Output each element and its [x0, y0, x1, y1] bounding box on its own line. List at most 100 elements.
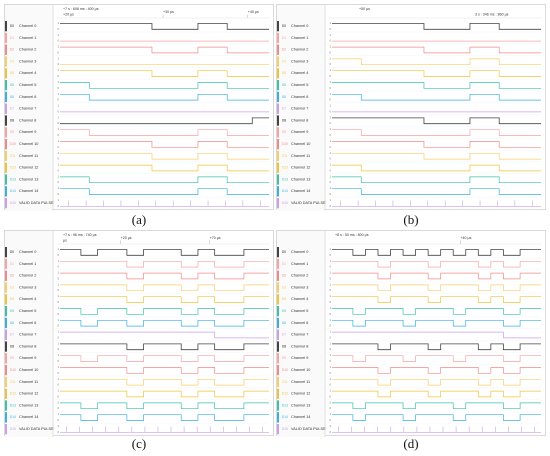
channel-label[interactable]: Channel 4: [19, 297, 36, 301]
channel-label[interactable]: Channel 5: [291, 309, 308, 313]
channel-color-bar: [5, 91, 7, 103]
channel-label[interactable]: VALID DATA PULSE: [19, 427, 54, 431]
channel-label[interactable]: Channel 12: [291, 166, 310, 170]
channel-label[interactable]: Channel 1: [291, 262, 308, 266]
svg-text:0: 0: [330, 265, 332, 269]
channel-label[interactable]: Channel 5: [291, 83, 308, 87]
channel-label[interactable]: Channel 2: [19, 48, 36, 52]
channel-waveform: [332, 23, 541, 30]
channel-label[interactable]: Channel 2: [19, 274, 36, 278]
svg-text:1: 1: [330, 186, 332, 190]
channel-label[interactable]: Channel 13: [291, 403, 310, 407]
channel-color-bar: [5, 103, 7, 114]
channel-label[interactable]: Channel 0: [291, 24, 308, 28]
channel-label[interactable]: Channel 9: [19, 356, 36, 360]
channel-id: D7: [10, 107, 14, 111]
channel-sidebar: [277, 5, 325, 211]
channel-label[interactable]: Channel 3: [19, 59, 36, 63]
svg-text:0: 0: [58, 192, 60, 196]
channel-label[interactable]: Channel 5: [19, 309, 36, 313]
channel-waveform: [332, 164, 541, 172]
channel-label[interactable]: Channel 7: [19, 333, 36, 337]
channel-label[interactable]: Channel 5: [19, 83, 36, 87]
channel-label[interactable]: VALID DATA PULSE: [291, 201, 326, 205]
timeline-header-label: +7 s : 608 ms : 400 μs: [63, 7, 99, 11]
channel-label[interactable]: Channel 9: [19, 130, 36, 134]
channel-label[interactable]: Channel 13: [19, 177, 38, 181]
channel-label[interactable]: Channel 10: [19, 142, 38, 146]
channel-label[interactable]: Channel 9: [291, 356, 308, 360]
channel-label[interactable]: Channel 0: [291, 250, 308, 254]
channel-label[interactable]: Channel 0: [19, 24, 36, 28]
channel-id: D11: [282, 154, 288, 158]
svg-text:0: 0: [330, 109, 332, 113]
channel-color-bar: [277, 127, 279, 138]
channel-label[interactable]: Channel 10: [19, 368, 38, 372]
channel-label[interactable]: Channel 7: [19, 107, 36, 111]
svg-text:0: 0: [58, 347, 60, 351]
channel-label[interactable]: Channel 2: [291, 274, 308, 278]
channel-label[interactable]: Channel 14: [291, 189, 310, 193]
channel-label[interactable]: Channel 3: [19, 285, 36, 289]
channel-label[interactable]: Channel 11: [291, 154, 310, 158]
channel-label[interactable]: Channel 1: [19, 36, 36, 40]
channel-label[interactable]: Channel 14: [19, 415, 38, 419]
channel-label[interactable]: Channel 9: [291, 130, 308, 134]
channel-label[interactable]: Channel 3: [291, 285, 308, 289]
channel-id: D15: [282, 201, 288, 205]
channel-label[interactable]: Channel 8: [291, 118, 308, 122]
channel-label[interactable]: Channel 6: [291, 321, 308, 325]
channel-label[interactable]: Channel 14: [19, 189, 38, 193]
channel-id: D6: [10, 95, 14, 99]
channel-waveform: [332, 117, 541, 125]
channel-color-bar: [5, 282, 7, 293]
channel-waveform: [332, 249, 541, 256]
channel-label[interactable]: Channel 6: [291, 95, 308, 99]
channel-label[interactable]: Channel 6: [19, 321, 36, 325]
channel-waveform: [60, 93, 269, 101]
channel-label[interactable]: Channel 8: [291, 344, 308, 348]
channel-label[interactable]: Channel 1: [291, 36, 308, 40]
svg-text:1: 1: [330, 56, 332, 60]
channel-label[interactable]: Channel 4: [19, 71, 36, 75]
channel-waveform: [332, 402, 541, 410]
timeline-header-label: +8 s : 50 ms : 800 μs: [335, 233, 369, 237]
channel-waveform: [60, 402, 269, 410]
channel-label[interactable]: Channel 3: [291, 59, 308, 63]
timeline-tick-label: +70 μs: [210, 236, 221, 240]
channel-waveform: [332, 129, 541, 136]
channel-label[interactable]: Channel 0: [19, 250, 36, 254]
channel-label[interactable]: Channel 12: [291, 392, 310, 396]
channel-label[interactable]: Channel 4: [291, 297, 308, 301]
channel-label[interactable]: VALID DATA PULSE: [291, 427, 326, 431]
valid-data-pulse-trace: [332, 200, 541, 207]
channel-label[interactable]: VALID DATA PULSE: [19, 201, 54, 205]
channel-label[interactable]: Channel 7: [291, 107, 308, 111]
channel-waveform: [60, 141, 269, 148]
channel-label[interactable]: Channel 7: [291, 333, 308, 337]
svg-text:0: 0: [58, 276, 60, 280]
channel-label[interactable]: Channel 11: [19, 154, 38, 158]
channel-id: D11: [10, 380, 16, 384]
channel-label[interactable]: Channel 12: [19, 392, 38, 396]
svg-text:1: 1: [58, 68, 60, 72]
channel-label[interactable]: Channel 13: [19, 403, 38, 407]
svg-text:1: 1: [58, 198, 60, 202]
channel-label[interactable]: Channel 14: [291, 415, 310, 419]
channel-label[interactable]: Channel 8: [19, 118, 36, 122]
svg-text:0: 0: [330, 50, 332, 54]
channel-label[interactable]: Channel 2: [291, 48, 308, 52]
channel-label[interactable]: Channel 11: [291, 380, 310, 384]
channel-color-bar: [5, 365, 7, 376]
svg-text:0: 0: [330, 288, 332, 292]
channel-label[interactable]: Channel 6: [19, 95, 36, 99]
channel-label[interactable]: Channel 8: [19, 344, 36, 348]
channel-label[interactable]: Channel 13: [291, 177, 310, 181]
channel-label[interactable]: Channel 10: [291, 368, 310, 372]
channel-color-bar: [277, 282, 279, 293]
channel-label[interactable]: Channel 11: [19, 380, 38, 384]
channel-label[interactable]: Channel 12: [19, 166, 38, 170]
channel-label[interactable]: Channel 4: [291, 71, 308, 75]
channel-label[interactable]: Channel 1: [19, 262, 36, 266]
channel-label[interactable]: Channel 10: [291, 142, 310, 146]
